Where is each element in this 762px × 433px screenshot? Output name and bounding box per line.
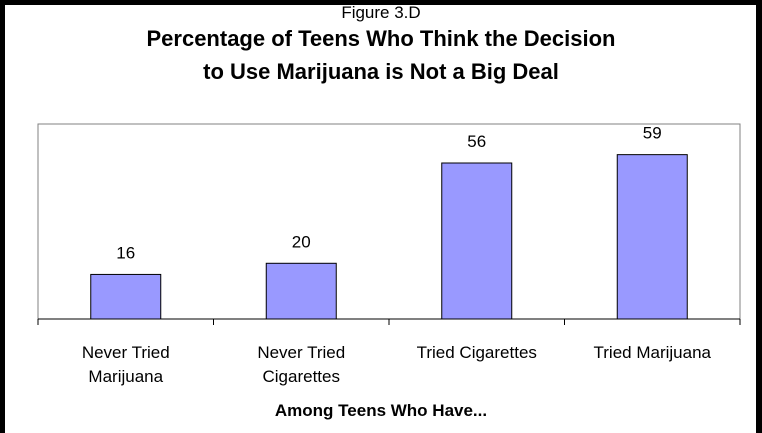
- category-label-2-line-1: Never Tried: [257, 343, 346, 362]
- category-label-1: Never Tried Marijuana: [41, 341, 211, 389]
- bar-2: [265, 262, 337, 320]
- category-label-3: Tried Cigarettes: [392, 341, 562, 365]
- bar-3: [441, 162, 513, 320]
- bar-1: [90, 273, 162, 320]
- category-label-4: Tried Marijuana: [567, 341, 737, 365]
- category-label-1-line-2: Marijuana: [88, 367, 164, 386]
- data-label-2: 20: [292, 232, 311, 251]
- category-label-3-line-1: Tried Cigarettes: [416, 343, 537, 362]
- category-label-1-line-1: Never Tried: [81, 343, 170, 362]
- data-label-3: 56: [467, 132, 486, 151]
- chart-title-line-1: Percentage of Teens Who Think the Decisi…: [146, 26, 616, 51]
- category-label-4-line-1: Tried Marijuana: [593, 343, 711, 362]
- x-axis-label: Among Teens Who Have...: [274, 401, 488, 420]
- category-label-2: Never Tried Cigarettes: [216, 341, 386, 389]
- data-label-4: 59: [643, 124, 662, 143]
- figure-label: Figure 3.D: [341, 3, 421, 22]
- chart-title-line-2: to Use Marijuana is Not a Big Deal: [203, 59, 559, 84]
- plot-area: 16 20 56 59: [37, 123, 741, 325]
- category-label-2-line-2: Cigarettes: [262, 367, 340, 386]
- bar-4: [616, 154, 688, 320]
- data-label-1: 16: [116, 243, 135, 262]
